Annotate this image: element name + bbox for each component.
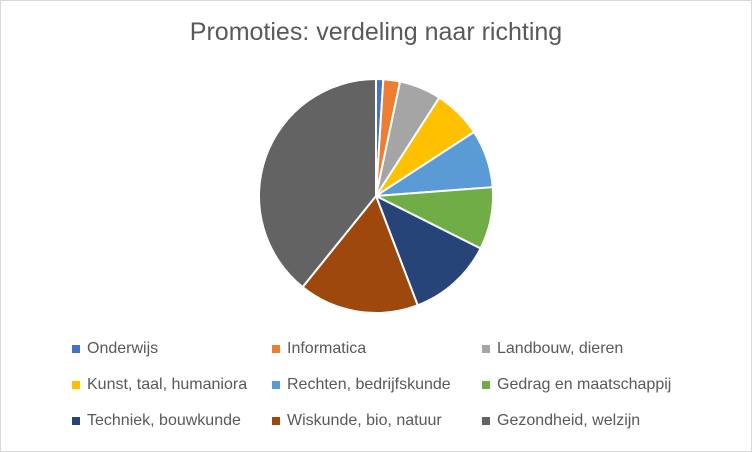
legend-swatch-7: [272, 417, 280, 425]
legend-label-7: Wiskunde, bio, natuur: [287, 412, 442, 429]
legend-swatch-6: [72, 417, 80, 425]
legend-item-6: Techniek, bouwkunde: [72, 412, 241, 430]
legend-item-2: Landbouw, dieren: [482, 340, 623, 358]
legend-swatch-2: [482, 345, 490, 353]
pie-slice-6: [375, 195, 482, 307]
legend-swatch-4: [272, 381, 280, 389]
legend-item-0: Onderwijs: [72, 340, 158, 358]
legend-label-4: Rechten, bedrijfskunde: [287, 376, 451, 393]
legend-label-0: Onderwijs: [87, 340, 159, 357]
legend-label-2: Landbouw, dieren: [497, 340, 624, 357]
legend-swatch-3: [72, 381, 80, 389]
legend-item-3: Kunst, taal, humaniora: [72, 376, 247, 394]
legend-item-5: Gedrag en maatschappij: [482, 376, 671, 394]
legend-swatch-0: [72, 345, 80, 353]
legend-item-4: Rechten, bedrijfskunde: [272, 376, 451, 394]
legend-item-7: Wiskunde, bio, natuur: [272, 412, 442, 430]
legend-swatch-5: [482, 381, 490, 389]
legend-swatch-1: [272, 345, 280, 353]
legend-label-3: Kunst, taal, humaniora: [87, 376, 248, 393]
legend-swatch-8: [482, 417, 490, 425]
chart-title: Promoties: verdeling naar richting: [189, 18, 563, 46]
legend-label-8: Gezondheid, welzijn: [497, 412, 641, 429]
legend-item-8: Gezondheid, welzijn: [482, 412, 640, 430]
legend-label-6: Techniek, bouwkunde: [87, 412, 241, 429]
pie-slice-7: [301, 195, 419, 314]
legend-label-5: Gedrag en maatschappij: [497, 376, 672, 393]
legend-item-1: Informatica: [272, 340, 366, 358]
legend-label-1: Informatica: [287, 340, 367, 357]
pie-slice-8: [258, 78, 377, 289]
